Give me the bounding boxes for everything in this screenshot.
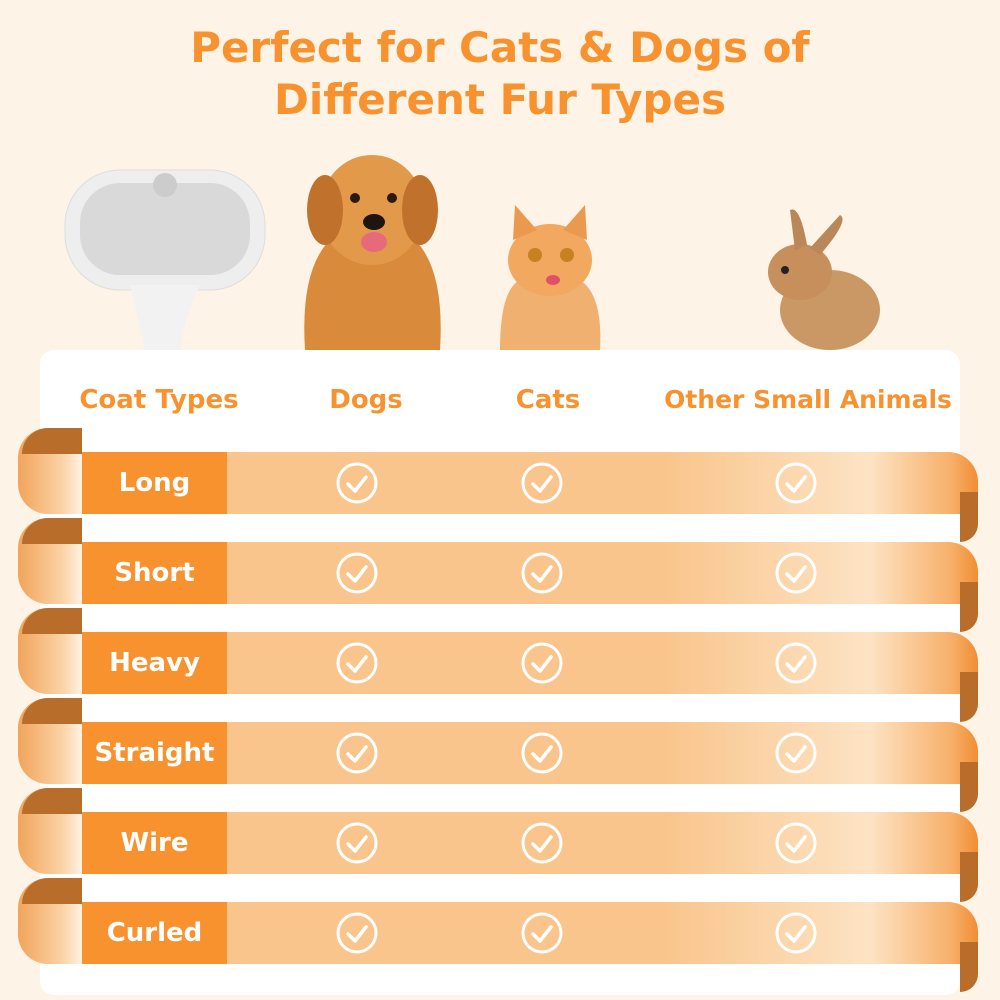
check-circle-icon: [520, 911, 564, 955]
title-line-2: Different Fur Types: [274, 75, 726, 124]
coat-type-label: Wire: [82, 812, 227, 874]
header-cats: Cats: [515, 385, 581, 415]
coat-type-label: Heavy: [82, 632, 227, 694]
ribbon-curl-right: [960, 492, 978, 542]
check-circle-icon: [520, 461, 564, 505]
check-circle-icon: [774, 461, 818, 505]
ribbon-curl-right: [960, 672, 978, 722]
table-row: Heavy: [18, 608, 978, 722]
row-band: [82, 812, 978, 874]
coat-type-label: Curled: [82, 902, 227, 964]
rabbit-image: [768, 209, 880, 350]
ribbon-curl-right: [960, 852, 978, 902]
dog-image: [304, 155, 441, 350]
ribbon-fold: [22, 428, 82, 454]
check-circle-icon: [520, 731, 564, 775]
header-coat-types: Coat Types: [79, 385, 239, 415]
row-band: [82, 632, 978, 694]
table-row: Wire: [18, 788, 978, 902]
table-row: Curled: [18, 878, 978, 992]
ribbon-fold: [22, 608, 82, 634]
check-circle-icon: [520, 821, 564, 865]
ribbon-curl-right: [960, 582, 978, 632]
ribbon-fold: [22, 788, 82, 814]
ribbon-fold: [22, 698, 82, 724]
check-circle-icon: [520, 641, 564, 685]
ribbon-fold: [22, 878, 82, 904]
row-band: [82, 722, 978, 784]
ribbon-fold: [22, 518, 82, 544]
table-row: Long: [18, 428, 978, 542]
ribbon-curl-right: [960, 762, 978, 812]
check-circle-icon: [335, 551, 379, 595]
row-band: [82, 452, 978, 514]
check-circle-icon: [335, 641, 379, 685]
check-circle-icon: [335, 731, 379, 775]
header-other-small-animals: Other Small Animals: [664, 385, 952, 414]
table-row: Short: [18, 518, 978, 632]
check-circle-icon: [335, 821, 379, 865]
row-band: [82, 902, 978, 964]
ribbon-curl-right: [960, 942, 978, 992]
check-circle-icon: [774, 731, 818, 775]
check-circle-icon: [774, 821, 818, 865]
header-dogs: Dogs: [329, 385, 403, 415]
table-row: Straight: [18, 698, 978, 812]
coat-type-label: Short: [82, 542, 227, 604]
check-circle-icon: [774, 551, 818, 595]
check-circle-icon: [520, 551, 564, 595]
coat-type-label: Straight: [82, 722, 227, 784]
check-circle-icon: [335, 911, 379, 955]
brush-image: [64, 169, 266, 350]
check-circle-icon: [774, 641, 818, 685]
check-circle-icon: [774, 911, 818, 955]
coat-type-label: Long: [82, 452, 227, 514]
title-line-1: Perfect for Cats & Dogs of: [190, 23, 810, 72]
check-circle-icon: [335, 461, 379, 505]
cat-image: [500, 205, 601, 350]
row-band: [82, 542, 978, 604]
